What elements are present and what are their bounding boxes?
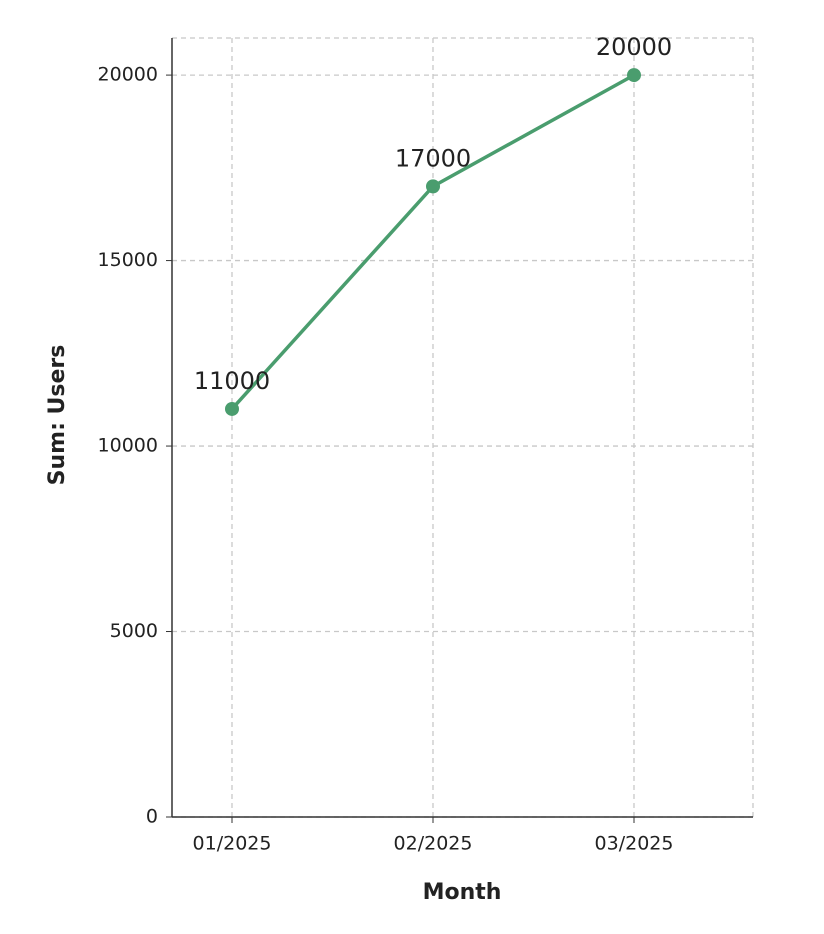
y-tick-label: 5000 [110,620,158,642]
series-line [230,73,635,411]
x-axis-title: Month [423,880,502,905]
y-tick-label: 0 [146,806,158,828]
x-tick-label: 03/2025 [595,833,674,855]
y-axis-title: Sum: Users [45,345,70,486]
data-point [627,68,641,83]
data-point [426,179,440,194]
x-tick-label: 02/2025 [394,833,473,855]
y-tick-label: 20000 [98,64,158,86]
data-label: 20000 [596,33,672,61]
y-tick-label: 10000 [98,435,158,457]
x-tick-label: 01/2025 [193,833,272,855]
data-label: 11000 [194,367,270,395]
data-point [225,401,239,416]
y-tick-label: 15000 [98,249,158,271]
data-label: 17000 [395,144,471,172]
